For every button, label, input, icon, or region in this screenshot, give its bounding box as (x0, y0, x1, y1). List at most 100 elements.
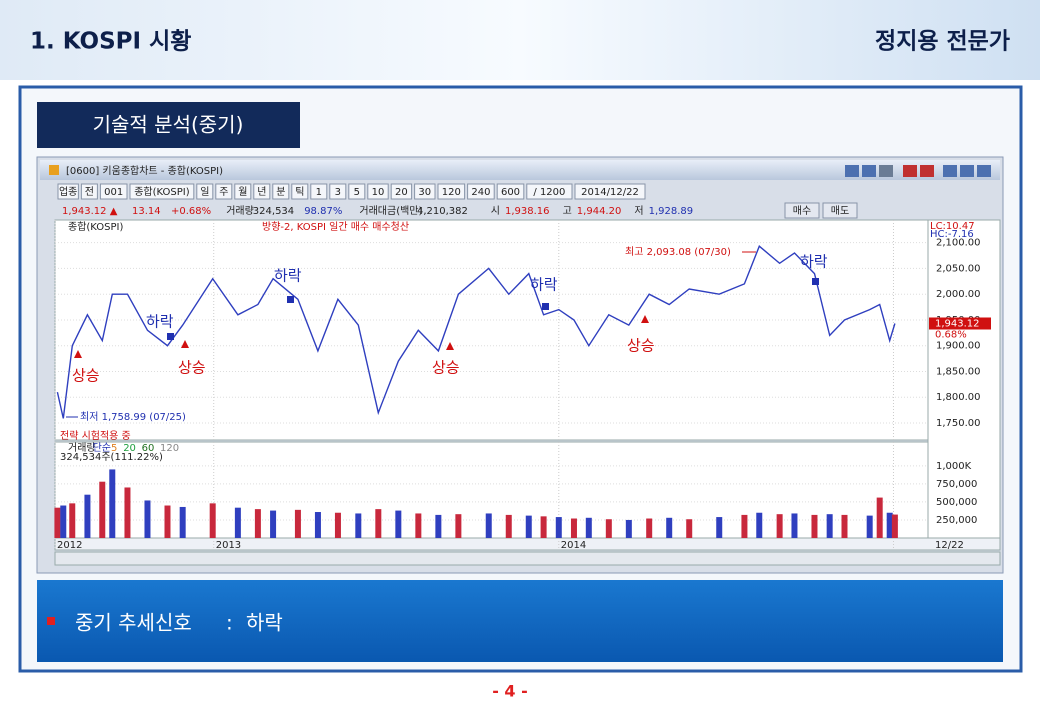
toolbar-label: 600 (501, 187, 520, 198)
volume-bar (455, 514, 462, 538)
quote-field: 거래량 (226, 205, 254, 217)
hc-label: HC:-7.16 (930, 229, 974, 240)
volume-bar (525, 515, 532, 538)
volume-legend: 거래량 (68, 442, 96, 454)
volume-bar (124, 487, 131, 538)
close-button[interactable] (977, 165, 991, 177)
extreme-label: 최저 1,758.99 (07/25) (80, 411, 186, 423)
volume-bar (270, 510, 277, 538)
toolbar-label: 10 (372, 187, 385, 198)
volume-info: 324,534주(111.22%) (60, 452, 163, 463)
toolbar-button[interactable] (57, 183, 79, 200)
y-tick-label: 1,850.00 (936, 366, 981, 377)
signal-label: 하락 (800, 253, 828, 271)
volume-bar (585, 517, 592, 538)
volume-bar (375, 509, 382, 538)
toolbar-button[interactable] (80, 183, 98, 200)
toolbar-button[interactable] (367, 183, 389, 200)
axis-panel (927, 219, 1001, 539)
toolbar-button[interactable] (574, 183, 646, 200)
toolbar-label: 240 (471, 187, 490, 198)
x-tick-label: 2012 (57, 540, 82, 551)
bullet (47, 617, 55, 625)
volume-bar (164, 505, 171, 538)
quote-field: +0.68% (171, 206, 211, 217)
volume-tick-label: 1,000K (936, 461, 972, 472)
toolbar-button[interactable] (99, 183, 128, 200)
control-button[interactable] (845, 165, 859, 177)
control-button[interactable] (862, 165, 876, 177)
volume-bar (686, 519, 693, 538)
signal-marker (641, 315, 649, 323)
toolbar-button[interactable] (526, 183, 573, 200)
signal-value: 하락 (246, 611, 283, 635)
volume-bar (666, 517, 673, 538)
maximize-button[interactable] (960, 165, 974, 177)
toolbar-button[interactable] (196, 183, 214, 200)
author: 정지용 전문가 (875, 29, 1010, 55)
toolbar-button[interactable] (310, 183, 328, 200)
signal-label: 하락 (530, 276, 558, 294)
toolbar-button[interactable] (215, 183, 233, 200)
volume-bar (776, 514, 783, 538)
volume-bar (540, 516, 547, 538)
volume-bar (209, 503, 216, 538)
signal-separator: : (226, 611, 233, 635)
volume-bar (876, 497, 883, 538)
toolbar-button[interactable] (390, 183, 413, 200)
toolbar-button[interactable] (291, 183, 309, 200)
control-button[interactable] (903, 165, 917, 177)
quote-field: 1,938.16 (505, 206, 550, 217)
signal-marker (446, 342, 454, 350)
volume-bar (741, 514, 748, 538)
order-button[interactable] (822, 202, 858, 219)
strategy-label: 방향-2, KOSPI 일간 매수 매수청산 (262, 221, 409, 233)
toolbar-button[interactable] (496, 183, 525, 200)
toolbar-button[interactable] (348, 183, 366, 200)
toolbar-label: 001 (104, 187, 123, 198)
quote-field: 저 (634, 205, 643, 217)
volume-tick-label: 750,000 (936, 479, 977, 490)
x-tick-label: 12/22 (935, 540, 964, 551)
y-tick-label: 1,800.00 (936, 392, 981, 403)
y-tick-label: 2,100.00 (936, 238, 981, 249)
signal-label: 하락 (146, 313, 174, 331)
volume-bar (555, 517, 562, 538)
toolbar-button[interactable] (129, 183, 195, 200)
volume-legend: 120 (160, 443, 179, 454)
signal-marker (167, 333, 174, 340)
scrollbar[interactable] (54, 551, 1001, 566)
toolbar-label: / 1200 (533, 187, 565, 198)
signal-label: 상승 (627, 337, 655, 355)
toolbar-button[interactable] (414, 183, 436, 200)
order-button[interactable] (784, 202, 820, 219)
minimize-button[interactable] (943, 165, 957, 177)
section-tab (37, 102, 300, 148)
slide-title: 1. KOSPI 시황 (30, 29, 191, 55)
quote-field: 4,210,382 (417, 206, 468, 217)
toolbar-label: 주 (219, 187, 228, 198)
order-button-label: 매수 (793, 205, 811, 217)
control-button[interactable] (879, 165, 893, 177)
toolbar-label: 월 (238, 186, 247, 198)
toolbar-button[interactable] (272, 183, 290, 200)
quote-field: 거래대금(백만) (359, 205, 422, 217)
toolbar-label: 종합(KOSPI) (134, 186, 190, 198)
toolbar-button[interactable] (467, 183, 495, 200)
toolbar-button[interactable] (234, 183, 252, 200)
toolbar-button[interactable] (437, 183, 466, 200)
page-number: - 4 - (492, 682, 528, 701)
price-line (56, 245, 896, 419)
control-button[interactable] (920, 165, 934, 177)
toolbar-button[interactable] (253, 183, 271, 200)
y-tick-label: 2,000.00 (936, 289, 981, 300)
toolbar-label: 120 (442, 187, 461, 198)
order-button-label: 매도 (831, 205, 849, 217)
volume-tick-label: 250,000 (936, 515, 977, 526)
volume-bar (826, 514, 833, 538)
volume-bar (625, 519, 632, 538)
toolbar-button[interactable] (329, 183, 347, 200)
volume-legend: 5 (111, 443, 117, 454)
toolbar-label: 5 (354, 187, 360, 198)
